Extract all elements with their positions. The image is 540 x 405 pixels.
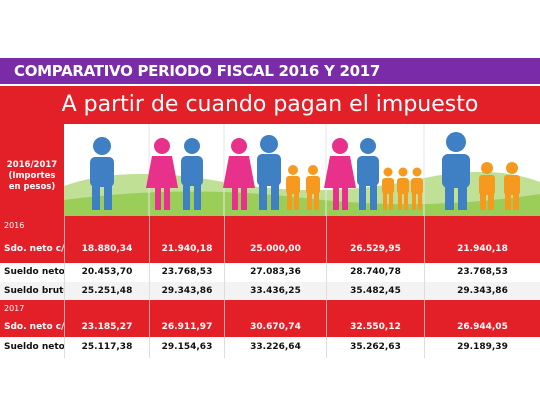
table-row: Sueldo neto 25.117,38 29.154,63 33.226,64 35… (0, 337, 540, 358)
table-cell: 23.768,53 (149, 263, 224, 282)
table-cell (424, 216, 540, 236)
table-cell: 25.251,48 (64, 282, 149, 300)
table-cell (149, 216, 224, 236)
table-cell: 26.529,95 (326, 236, 424, 263)
table-cell (224, 216, 326, 236)
table-cell: 27.083,36 (224, 263, 326, 282)
table-cell: 28.740,78 (326, 263, 424, 282)
table-cell: 29.189,39 (424, 337, 540, 358)
couple-two-children-icon (223, 135, 320, 210)
man-two-children-icon (442, 132, 520, 210)
table-row: 2016 (0, 216, 540, 236)
table-cell (326, 300, 424, 318)
table-cell: 32.550,12 (326, 318, 424, 337)
table-cell: 18.880,34 (64, 236, 149, 263)
corner-label: 2016/2017 (Importes en pesos) (6, 160, 58, 192)
family-icons (64, 124, 540, 216)
family-icons-row (64, 124, 540, 216)
banner-band (0, 58, 540, 84)
row-label: Sueldo bruto (0, 282, 70, 300)
table-cell: 35.482,45 (326, 282, 424, 300)
corner-cell (0, 124, 64, 216)
banner-title: COMPARATIVO PERIODO FISCAL 2016 Y 2017 (14, 62, 381, 80)
table-cell (424, 300, 540, 318)
table-cell: 33.226,64 (224, 337, 326, 358)
table-cell: 30.670,74 (224, 318, 326, 337)
table-row: 2017 (0, 300, 540, 318)
row-label: 2016 (0, 216, 64, 236)
table-cell (64, 300, 149, 318)
man-icon (90, 137, 114, 210)
table-row: Sdo. neto c/SAC 23.185,27 26.911,97 30.670,… (0, 318, 540, 337)
table-cell: 26.911,97 (149, 318, 224, 337)
table-cell: 29.154,63 (149, 337, 224, 358)
table-cell: 23.768,53 (424, 263, 540, 282)
table-cell (224, 300, 326, 318)
woman-man-icon (146, 138, 203, 210)
table-cell: 33.436,25 (224, 282, 326, 300)
table-cell: 25.117,38 (64, 337, 149, 358)
subtitle: A partir de cuando pagan el impuesto (61, 92, 479, 117)
table-cell: 26.944,05 (424, 318, 540, 337)
table-cell: 23.185,27 (64, 318, 149, 337)
table-row: Sueldo neto 20.453,70 23.768,53 27.083,36 28… (0, 263, 540, 282)
table-cell: 21.940,18 (424, 236, 540, 263)
table-cell: 20.453,70 (64, 263, 149, 282)
row-label: 2017 (0, 300, 64, 318)
table-cell (326, 216, 424, 236)
table-cell (149, 300, 224, 318)
table-row: Sdo. neto c/SAC 18.880,34 21.940,18 25.000,… (0, 236, 540, 263)
row-label: Sueldo neto (0, 263, 65, 282)
table-row: Sueldo bruto 25.251,48 29.343,86 33.436,25 3… (0, 282, 540, 300)
table-cell: 35.262,63 (326, 337, 424, 358)
row-label: Sdo. neto c/SAC (0, 236, 84, 263)
row-label: Sdo. neto c/SAC (0, 318, 84, 337)
row-label: Sueldo neto (0, 337, 65, 358)
table-cell: 29.343,86 (149, 282, 224, 300)
subtitle-band (0, 86, 540, 124)
table-cell: 21.940,18 (149, 236, 224, 263)
table-cell: 25.000,00 (224, 236, 326, 263)
table-cell: 29.343,86 (424, 282, 540, 300)
woman-man-three-children-icon (324, 138, 423, 210)
table-cell (64, 216, 149, 236)
